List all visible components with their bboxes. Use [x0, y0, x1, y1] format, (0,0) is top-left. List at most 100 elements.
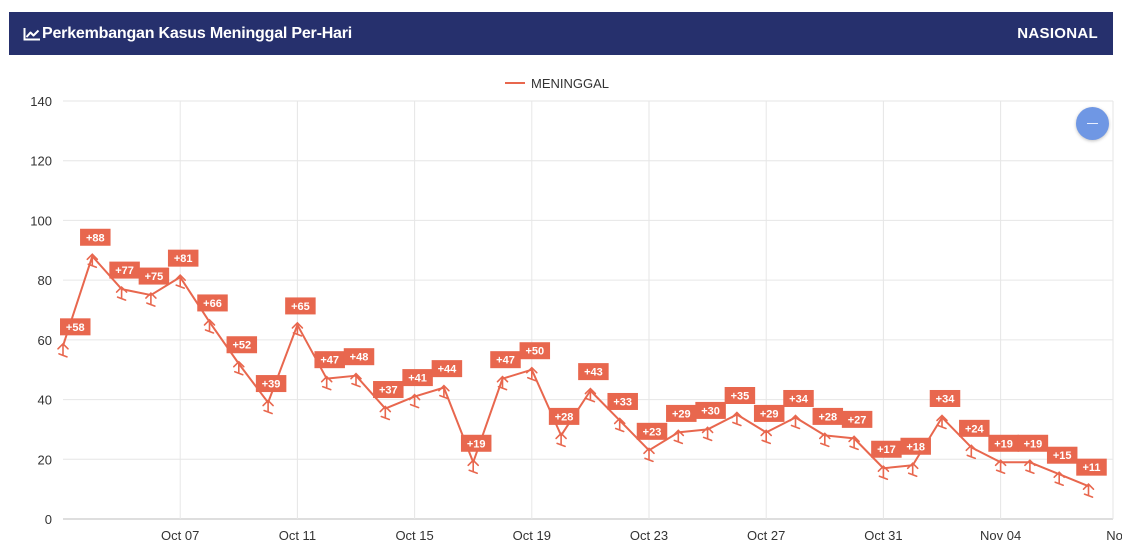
scope-label: NASIONAL: [1017, 25, 1098, 42]
marker-shape: [994, 459, 1007, 475]
data-point-marker[interactable]: [86, 253, 99, 269]
y-tick-label: 120: [30, 154, 52, 169]
data-label: +75: [138, 267, 170, 285]
data-point-marker[interactable]: [877, 465, 890, 481]
data-label-bg: [753, 404, 785, 422]
x-tick-label: Oct 23: [630, 528, 668, 543]
data-point-marker[interactable]: [1053, 471, 1065, 487]
data-label: +47: [490, 351, 521, 369]
marker-shape: [613, 417, 626, 433]
data-label-text: +47: [320, 355, 339, 367]
marker-shape: [57, 342, 69, 358]
data-label-text: +37: [379, 385, 398, 397]
data-label: +34: [783, 389, 814, 407]
data-point-marker[interactable]: [555, 432, 567, 448]
y-tick-label: 100: [30, 213, 52, 228]
data-label-bg: [80, 228, 111, 246]
data-point-marker[interactable]: [1082, 483, 1095, 498]
data-point-marker[interactable]: [526, 366, 538, 382]
data-point-marker[interactable]: [145, 291, 157, 307]
data-point-marker[interactable]: [848, 435, 860, 451]
marker-shape: [877, 465, 890, 481]
data-label-text: +48: [350, 352, 369, 364]
data-point-marker[interactable]: [379, 405, 392, 421]
marker-shape: [291, 321, 304, 337]
data-point-marker[interactable]: [115, 285, 128, 301]
data-point-marker[interactable]: [496, 375, 509, 391]
data-label-text: +50: [525, 346, 544, 358]
data-label: +19: [1017, 434, 1049, 452]
data-label: +18: [900, 437, 931, 455]
data-point-marker[interactable]: [643, 447, 655, 463]
data-point-marker[interactable]: [1024, 459, 1036, 475]
data-label-bg: [900, 437, 931, 455]
marker-shape: [1082, 483, 1095, 498]
x-axis-tick-labels: Oct 07 Oct 11 Oct 15 Oct 19 Oct 23 Oct 27 Oct …: [161, 528, 1122, 543]
data-label-bg: [695, 401, 726, 419]
data-point-marker[interactable]: [789, 414, 802, 430]
data-point-marker[interactable]: [672, 429, 685, 445]
x-tick-label: Oct 11: [279, 528, 316, 543]
data-label-bg: [402, 369, 433, 387]
data-point-marker[interactable]: [584, 387, 597, 403]
data-label-text: +34: [936, 393, 956, 405]
data-point-marker[interactable]: [291, 321, 304, 337]
zoom-out-button[interactable]: [1076, 107, 1109, 140]
data-point-marker[interactable]: [174, 274, 186, 289]
marker-shape: [672, 429, 685, 445]
data-label: +44: [431, 360, 463, 378]
data-label-text: +88: [86, 232, 105, 244]
data-label-text: +35: [731, 391, 750, 403]
data-label: +19: [988, 434, 1019, 452]
data-point-marker[interactable]: [936, 414, 948, 430]
marker-shape: [906, 462, 919, 478]
y-tick-label: 20: [38, 452, 52, 467]
data-point-marker[interactable]: [467, 459, 479, 475]
data-point-marker[interactable]: [320, 375, 333, 391]
data-label: +39: [255, 375, 287, 393]
data-point-marker[interactable]: [233, 360, 245, 376]
data-point-marker[interactable]: [701, 426, 714, 442]
data-label-bg: [1046, 446, 1078, 464]
marker-shape: [408, 393, 421, 409]
legend[interactable]: MENINGGAL: [505, 76, 609, 91]
data-point-marker[interactable]: [203, 318, 216, 334]
data-label-text: +29: [672, 408, 691, 420]
data-label-text: +75: [145, 271, 164, 283]
marker-shape: [789, 414, 802, 430]
data-label-bg: [285, 297, 316, 315]
data-point-marker[interactable]: [760, 429, 772, 445]
marker-shape: [350, 372, 362, 388]
data-point-marker[interactable]: [731, 411, 743, 427]
marker-shape: [848, 435, 860, 451]
marker-shape: [819, 432, 831, 448]
data-point-marker[interactable]: [57, 342, 69, 358]
data-label-text: +23: [643, 426, 662, 438]
data-label: +19: [460, 434, 492, 452]
data-point-marker[interactable]: [350, 372, 362, 388]
data-point-marker[interactable]: [613, 417, 626, 433]
data-point-marker[interactable]: [819, 432, 831, 448]
chart-title: Perkembangan Kasus Meninggal Per-Hari: [42, 24, 353, 42]
data-label-bg: [636, 422, 668, 440]
data-label: +81: [167, 249, 199, 267]
data-point-marker[interactable]: [262, 399, 274, 415]
data-point-marker[interactable]: [994, 459, 1007, 475]
data-point-marker[interactable]: [408, 393, 421, 409]
data-point-marker[interactable]: [438, 384, 450, 400]
marker-shape: [379, 405, 392, 421]
x-tick-label: Oct 19: [513, 528, 551, 543]
series-meninggal: [62, 255, 1089, 488]
data-label-text: +24: [965, 423, 985, 435]
marker-shape: [203, 318, 216, 334]
y-tick-label: 0: [45, 512, 52, 527]
data-label-text: +15: [1053, 450, 1072, 462]
line-chart-icon: [23, 27, 40, 40]
data-label-bg: [460, 434, 492, 452]
data-label-text: +11: [1082, 462, 1100, 474]
data-label-bg: [929, 389, 961, 407]
data-point-marker[interactable]: [906, 462, 919, 478]
data-point-marker[interactable]: [965, 444, 978, 460]
data-label-bg: [959, 419, 990, 437]
